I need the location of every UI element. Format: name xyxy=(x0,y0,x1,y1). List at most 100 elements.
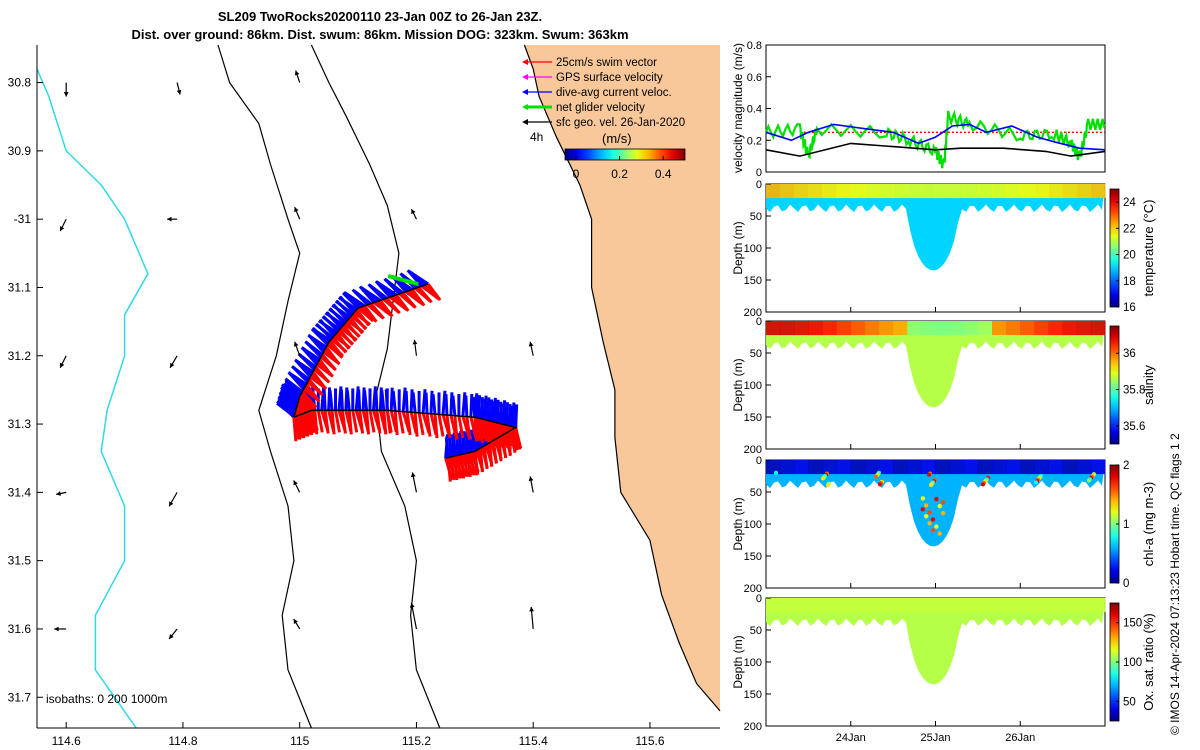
track-vector xyxy=(464,395,469,417)
track-vector xyxy=(357,306,375,323)
map-y-tick-label: 30.8 xyxy=(8,76,32,90)
colorbar-label: salinity xyxy=(1141,365,1156,405)
profile-surface-cell xyxy=(935,184,951,199)
velocity-y-tick-label: 0 xyxy=(756,167,762,179)
chl-sample-dot xyxy=(937,503,942,509)
track-vector xyxy=(365,410,371,435)
profile-surface-cell xyxy=(1034,460,1049,475)
track-vector xyxy=(425,413,432,437)
profile-surface-cell xyxy=(963,184,979,199)
geo-velocity-arrowhead xyxy=(60,226,65,232)
track-vector xyxy=(316,363,334,378)
isobath-1000m-line xyxy=(36,68,149,729)
track-vector xyxy=(382,298,400,314)
chl-sample-dot xyxy=(1034,480,1038,485)
geo-velocity-arrowhead xyxy=(54,626,59,632)
colorbar-label: chl-a (mg m-3) xyxy=(1141,482,1156,567)
legend-entry-label: net glider velocity xyxy=(556,102,645,114)
depth-tick-label: 150 xyxy=(744,689,762,701)
track-vector xyxy=(417,412,425,436)
geo-velocity-arrowhead xyxy=(170,362,175,368)
profile-surface-cell xyxy=(1006,460,1021,475)
profile-surface-cell xyxy=(963,321,979,336)
colorbar-tick-label: 18 xyxy=(1123,276,1136,288)
profile-surface-cell xyxy=(822,460,838,475)
map-y-tick-label: 31.4 xyxy=(8,485,32,499)
track-vector xyxy=(343,322,361,338)
map-colorbar-tick-label: 0 xyxy=(573,167,580,181)
geo-velocity-arrowhead xyxy=(410,472,416,478)
profile-surface-cell xyxy=(1076,460,1092,475)
track-vector xyxy=(298,395,317,410)
geo-velocity-arrowhead xyxy=(294,207,299,213)
track-vector xyxy=(468,452,476,474)
geo-velocity-arrowhead xyxy=(293,618,299,624)
profile-surface-cell xyxy=(780,460,795,475)
scale-label: 4h xyxy=(530,130,543,144)
track-vector xyxy=(300,393,318,409)
map-colorbar-title: (m/s) xyxy=(602,131,632,146)
profile-surface-cell xyxy=(1034,598,1049,613)
profile-surface-cell xyxy=(822,321,838,336)
velocity-y-tick-label: 0.4 xyxy=(747,104,762,116)
chl-sample-dot xyxy=(929,482,933,487)
track-vector xyxy=(357,389,362,411)
profile-surface-cell xyxy=(907,184,922,199)
geo-velocity-arrowhead xyxy=(528,341,534,347)
depth-tick-label: 200 xyxy=(744,721,762,733)
track-vector xyxy=(431,393,437,415)
track-vector xyxy=(405,411,412,436)
profile-panel-salinity xyxy=(765,320,1120,450)
profile-surface-cell xyxy=(1020,184,1035,199)
track-vector xyxy=(350,314,368,330)
profile-colorbar xyxy=(1109,188,1120,308)
track-vector xyxy=(433,414,439,439)
track-vector xyxy=(351,410,359,433)
track-vector xyxy=(474,396,479,418)
track-vector xyxy=(406,269,423,288)
profile-surface-cell xyxy=(1076,184,1092,199)
track-vector xyxy=(325,311,342,330)
geo-velocity-arrowhead xyxy=(409,602,415,608)
track-vector xyxy=(385,410,392,434)
profile-surface-cell xyxy=(879,321,894,336)
track-vector xyxy=(334,410,341,433)
colorbar-tick-label: 2 xyxy=(1123,460,1129,472)
track-vector xyxy=(308,335,325,354)
net-glider-velocity-segment xyxy=(387,274,419,286)
glider-track-return xyxy=(293,409,518,459)
map-y-tick-label: -31 xyxy=(14,212,32,226)
track-vector xyxy=(448,456,457,479)
depth-tick-label: 200 xyxy=(744,307,762,319)
profile-surface-cell xyxy=(1048,598,1064,613)
chl-sample-dot xyxy=(920,496,925,501)
chl-sample-dot xyxy=(940,500,946,505)
map-y-tick-label: 31.3 xyxy=(8,417,32,431)
colorbar-tick-label: 0 xyxy=(1123,578,1129,590)
track-vector xyxy=(383,277,401,295)
track-vector xyxy=(397,411,405,434)
depth-axis-label: Depth (m) xyxy=(731,221,745,274)
coastline xyxy=(523,44,721,712)
depth-axis-label: Depth (m) xyxy=(731,635,745,688)
chl-sample-dot xyxy=(923,514,929,519)
depth-tick-label: 150 xyxy=(744,412,762,424)
track-vector xyxy=(311,328,329,346)
glider-track-outbound xyxy=(293,283,429,418)
geo-velocity-arrowhead xyxy=(293,341,299,347)
profile-panel-oxygen xyxy=(765,597,1120,727)
legend-arrowhead xyxy=(522,74,528,80)
profile-surface-cell xyxy=(921,598,936,613)
track-vector xyxy=(277,401,295,419)
profile-surface-cell xyxy=(1020,598,1035,613)
time-tick-label: 25Jan xyxy=(921,732,951,744)
track-vector xyxy=(450,456,460,478)
depth-tick-label: 150 xyxy=(744,275,762,287)
track-vector xyxy=(470,451,480,473)
profile-surface-cell xyxy=(836,321,852,336)
profile-surface-cell xyxy=(794,184,809,199)
colorbar-tick-label: 100 xyxy=(1123,657,1142,669)
track-vector xyxy=(393,410,399,436)
track-vector xyxy=(424,392,429,414)
track-vector xyxy=(346,319,365,334)
